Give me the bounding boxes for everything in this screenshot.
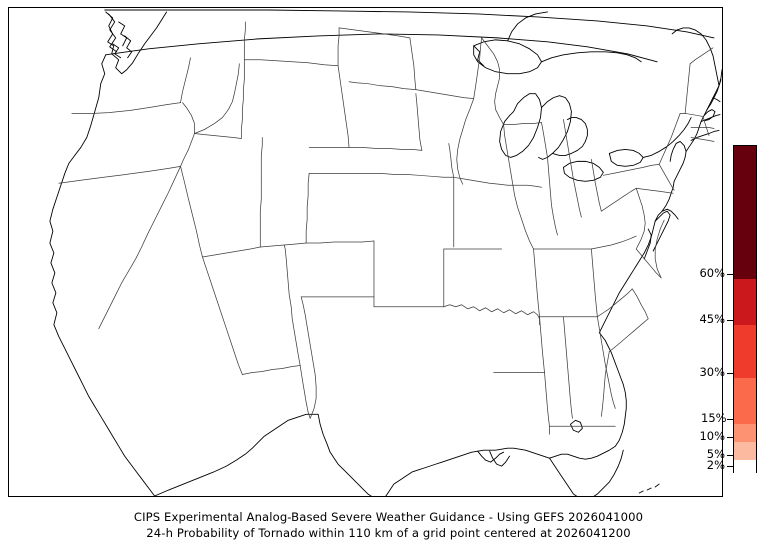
us-map-graphic [49, 9, 722, 496]
colorbar-tick-30 [727, 373, 734, 374]
caption-line-2: 24-h Probability of Tornado within 110 k… [146, 526, 631, 541]
colorbar-label-30: 30% [699, 365, 725, 379]
colorbar-tick-45 [727, 320, 734, 321]
caption-line-1: CIPS Experimental Analog-Based Severe We… [133, 510, 644, 524]
colorbar-tick-10 [727, 437, 734, 438]
colorbar-tick-5 [727, 455, 734, 456]
colorbar-label-45: 45% [699, 312, 725, 326]
colorbar-label-5: 5% [706, 447, 725, 461]
map-panel [8, 7, 723, 497]
colorbar-label-15: 15% [701, 411, 727, 425]
colorbar-segment-5-10 [734, 442, 756, 460]
colorbar-label-60: 60% [699, 266, 725, 280]
figure-caption: CIPS Experimental Analog-Based Severe We… [0, 509, 777, 542]
colorbar-label-10: 10% [699, 429, 725, 443]
colorbar-tick-15 [727, 419, 734, 420]
colorbar-segment-30-45 [734, 325, 756, 378]
colorbar-segment-10-15 [734, 424, 756, 442]
colorbar-tick-2 [727, 466, 734, 467]
state-borders-layer [58, 21, 715, 435]
colorbar-segment-45-60 [734, 279, 756, 325]
colorbar-segment-2-5 [734, 460, 756, 474]
colorbar-segment-15-30 [734, 378, 756, 424]
colorbar-segment-60-100 [734, 146, 756, 279]
coastline-layer [49, 9, 722, 496]
colorbar-tick-60 [727, 274, 734, 275]
colorbar-label-2: 2% [706, 458, 725, 472]
probability-colorbar[interactable] [733, 145, 757, 474]
